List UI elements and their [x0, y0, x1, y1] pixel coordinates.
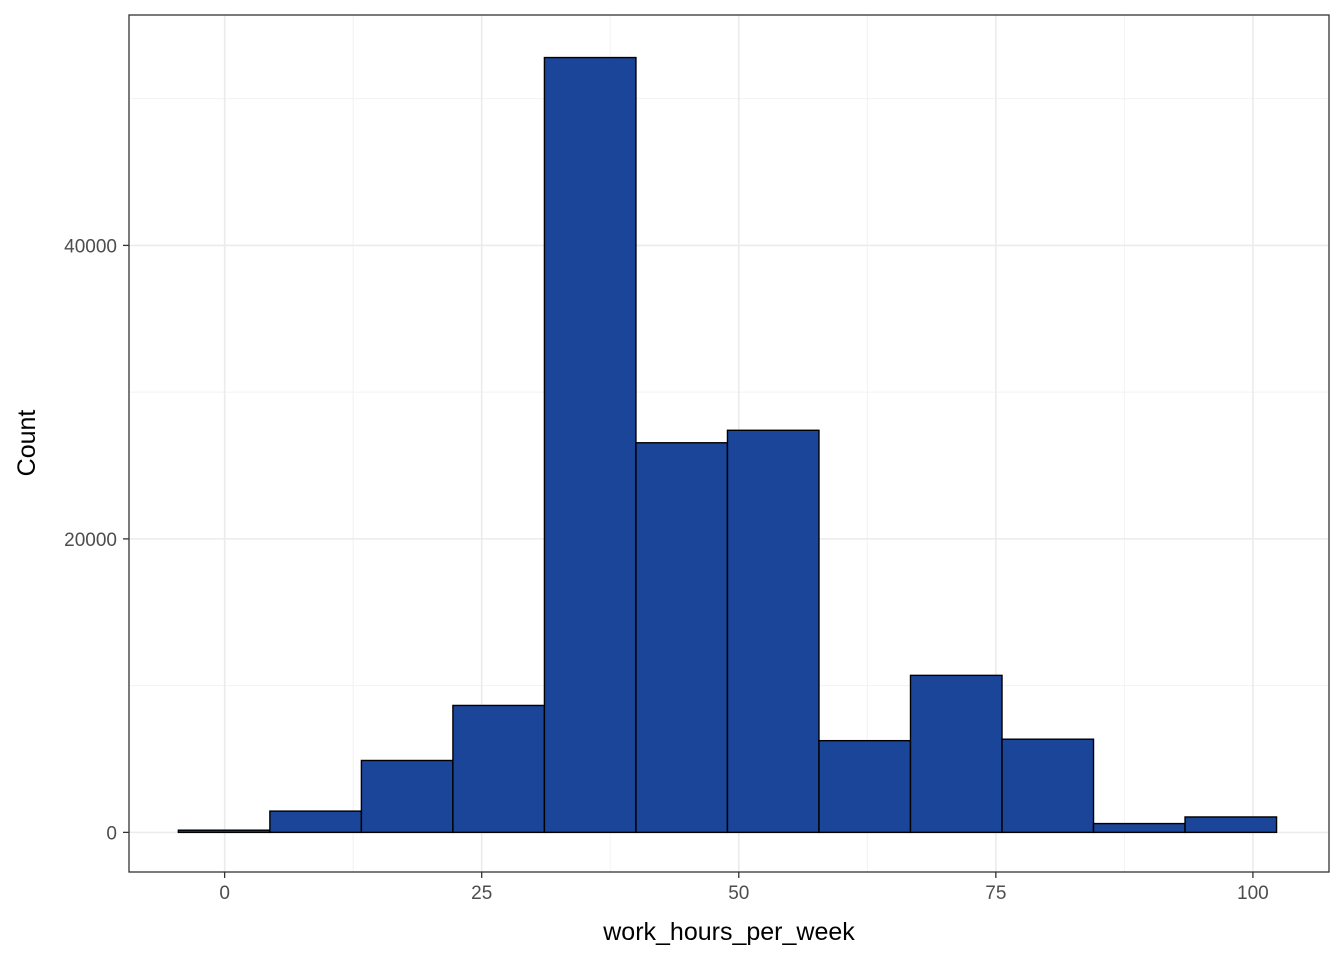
histogram-bar	[269, 810, 363, 834]
histogram-bar	[1184, 816, 1278, 834]
x-tick-label: 0	[219, 883, 230, 904]
histogram-bar	[543, 56, 637, 834]
y-tick-label: 0	[106, 823, 117, 844]
histogram-bar	[635, 442, 729, 834]
histogram-bar	[452, 704, 546, 834]
histogram-bar	[726, 429, 820, 834]
histogram-bar	[1092, 822, 1186, 834]
histogram-bar	[909, 674, 1003, 834]
y-tick-label: 40000	[64, 236, 117, 257]
y-axis-ticks: 0 20000 40000	[64, 236, 129, 844]
y-tick-label: 20000	[64, 530, 117, 551]
histogram-bars	[177, 56, 1278, 834]
x-axis-ticks: 0 25 50 75 100	[219, 872, 1269, 904]
histogram-bar	[360, 759, 454, 834]
plot-border	[128, 14, 1330, 873]
x-axis-title: work_hours_per_week	[602, 918, 855, 946]
histogram-bar	[1001, 738, 1095, 834]
histogram-bar	[177, 829, 271, 834]
x-tick-label: 50	[728, 883, 749, 904]
x-tick-label: 75	[985, 883, 1006, 904]
histogram-bar	[818, 739, 912, 834]
y-axis-title: Count	[13, 410, 41, 477]
x-tick-label: 25	[471, 883, 492, 904]
x-tick-label: 100	[1237, 883, 1269, 904]
